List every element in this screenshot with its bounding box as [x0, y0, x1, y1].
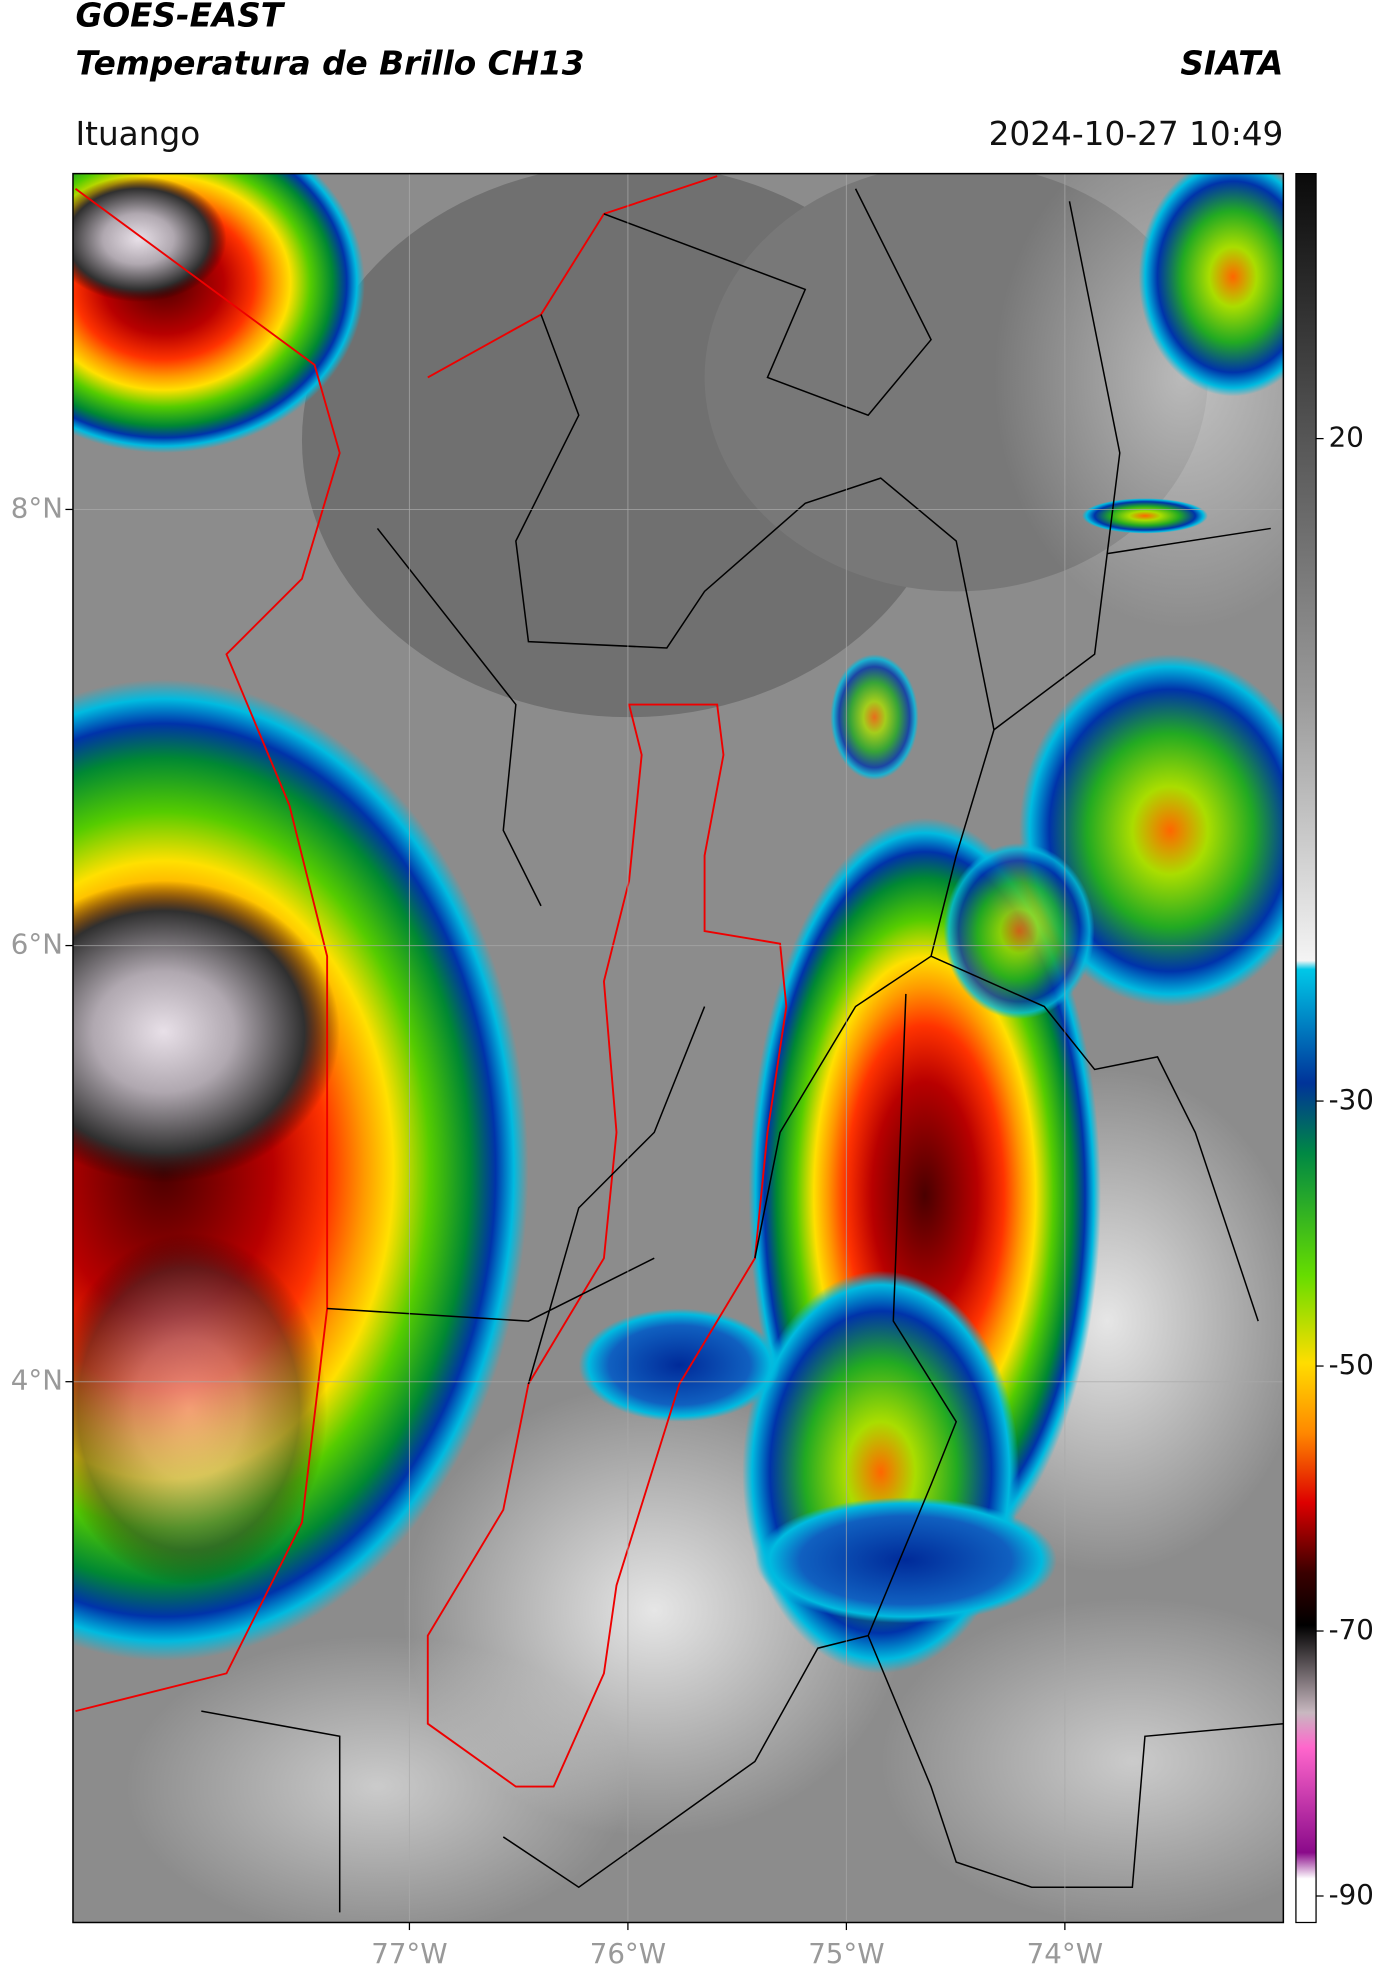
- y-tick-label: 4°N: [11, 1364, 63, 1397]
- x-tick-label: 77°W: [371, 1937, 447, 1970]
- timestamp: 2024-10-27 10:49: [989, 115, 1284, 153]
- grid: [65, 173, 1284, 1931]
- source: SIATA: [1180, 44, 1283, 82]
- x-tick-label: 76°W: [590, 1937, 666, 1970]
- x-tick-label: 75°W: [808, 1937, 884, 1970]
- colorbar-tick-label: 20: [1329, 421, 1364, 454]
- colorbar-tick-label: -90: [1329, 1878, 1374, 1911]
- map-frame: [72, 172, 1285, 1924]
- colorbar: [1295, 172, 1317, 1924]
- location: Ituango: [75, 115, 200, 153]
- colorbar-tick-label: -50: [1329, 1348, 1374, 1381]
- colorbar-tick-label: -30: [1329, 1083, 1374, 1116]
- y-tick-label: 8°N: [11, 491, 63, 524]
- satellite-image: [72, 173, 1284, 1923]
- colorbar-tick-label: -70: [1329, 1613, 1374, 1646]
- title: GOES-EAST: [75, 0, 285, 35]
- x-tick-label: 74°W: [1027, 1937, 1103, 1970]
- y-tick-label: 6°N: [11, 928, 63, 961]
- subtitle: Temperatura de Brillo CH13: [75, 44, 584, 82]
